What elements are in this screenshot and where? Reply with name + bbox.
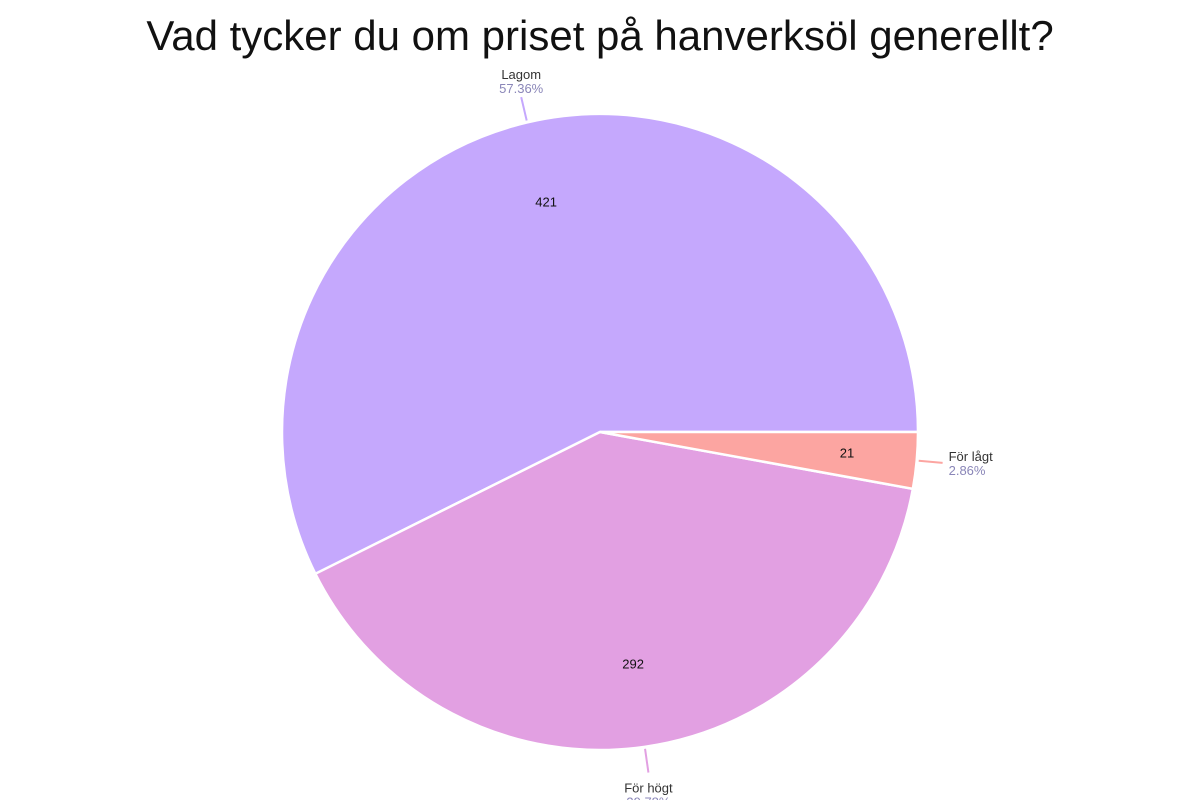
slice-percent-label-for-hogt: 39.78% <box>626 795 671 800</box>
pie-slice-lagom <box>280 112 920 576</box>
slice-percent-label-lagom: 57.36% <box>499 81 544 96</box>
slice-category-label-for-lagt: För lågt <box>949 449 993 464</box>
slice-category-label-for-hogt: För högt <box>624 781 673 796</box>
chart-title: Vad tycker du om priset på hanverksöl ge… <box>146 12 1054 59</box>
slice-category-label-lagom: Lagom <box>501 67 541 82</box>
slice-value-label-for-lagt: 21 <box>840 446 854 461</box>
leader-line-for-lagt <box>918 459 943 464</box>
slice-percent-label-for-lagt: 2.86% <box>949 463 986 478</box>
leader-line-lagom <box>520 96 528 121</box>
slice-value-label-for-hogt: 292 <box>622 656 644 671</box>
slice-value-label-lagom: 421 <box>535 194 557 209</box>
pie-slice-for-hogt <box>313 430 915 752</box>
pie-slices <box>280 112 920 752</box>
pie-slice-for-lagt <box>599 430 920 491</box>
leader-line-for-hogt <box>644 748 650 773</box>
